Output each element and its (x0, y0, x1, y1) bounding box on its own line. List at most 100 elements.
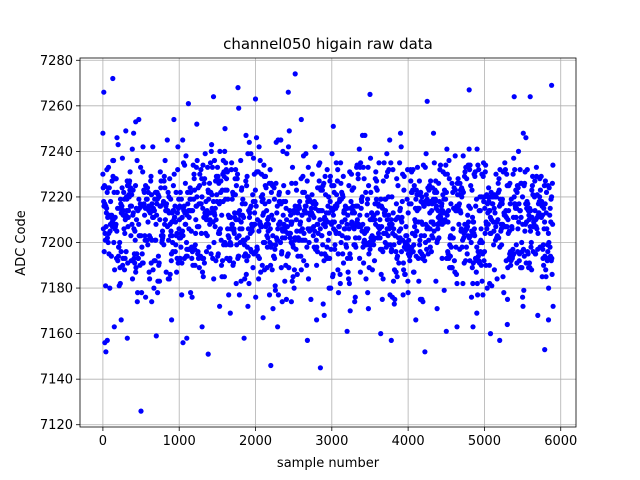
data-point (154, 212, 160, 218)
data-point (452, 187, 458, 193)
data-point (379, 296, 385, 302)
data-point (200, 162, 206, 168)
data-point (303, 151, 309, 157)
data-point (520, 303, 526, 309)
data-point (108, 198, 114, 205)
data-point (414, 228, 420, 234)
data-point (532, 178, 538, 184)
data-point (475, 292, 481, 298)
data-point (177, 255, 183, 261)
data-point (550, 221, 556, 227)
data-point (363, 276, 369, 282)
data-point (521, 287, 527, 293)
data-point (394, 253, 401, 259)
data-point (416, 178, 422, 184)
data-point (313, 201, 319, 207)
data-point (189, 255, 195, 261)
data-point (404, 196, 410, 202)
data-point (344, 221, 350, 227)
data-point (481, 258, 487, 264)
data-point (112, 214, 118, 220)
data-point (317, 160, 323, 166)
data-point (125, 214, 131, 220)
data-point (446, 176, 452, 182)
data-point (188, 290, 194, 296)
data-point (478, 262, 484, 268)
data-point (339, 233, 345, 239)
data-point (329, 151, 335, 157)
data-point (132, 183, 139, 189)
data-point (234, 176, 240, 182)
data-point (219, 258, 226, 264)
data-point (236, 105, 242, 111)
data-point (546, 285, 552, 291)
data-point (400, 260, 406, 266)
data-point (113, 176, 119, 182)
data-point (514, 189, 520, 195)
data-point (260, 196, 266, 202)
data-point (309, 192, 315, 198)
data-point (238, 219, 244, 225)
data-point (413, 187, 419, 193)
data-point (419, 296, 425, 302)
data-point (158, 185, 164, 191)
data-point (212, 205, 218, 211)
data-point (428, 249, 434, 255)
data-point (249, 228, 255, 234)
data-point (380, 249, 386, 255)
data-point (172, 249, 178, 255)
data-point (337, 271, 343, 277)
data-point (547, 212, 553, 218)
data-point (114, 228, 120, 234)
data-point (519, 194, 526, 200)
data-point (268, 362, 274, 369)
data-point (243, 178, 249, 184)
data-point (182, 162, 188, 168)
data-point (413, 196, 419, 202)
data-point (108, 253, 114, 259)
data-point (134, 299, 140, 305)
data-point (150, 144, 156, 150)
data-point (386, 167, 392, 173)
data-point (434, 306, 440, 312)
data-point (495, 217, 501, 223)
data-point (272, 283, 278, 289)
data-point (450, 235, 456, 241)
data-point (143, 294, 149, 300)
data-point (122, 255, 128, 261)
data-point (335, 290, 342, 296)
data-point (512, 167, 518, 173)
data-point (228, 242, 234, 248)
data-point (408, 201, 414, 207)
data-point (398, 226, 404, 232)
data-point (295, 210, 301, 216)
data-point (511, 194, 517, 200)
data-point (504, 321, 510, 328)
data-point (330, 271, 336, 277)
data-point (527, 94, 533, 100)
data-point (222, 148, 228, 154)
data-point (148, 173, 154, 179)
data-point (229, 196, 235, 202)
data-point (242, 201, 248, 207)
data-point (508, 262, 514, 268)
data-point (312, 144, 318, 150)
data-point (104, 235, 110, 241)
data-point (426, 237, 432, 243)
data-point (205, 351, 211, 357)
data-point (365, 306, 371, 312)
y-tick-label: 7180 (40, 282, 73, 297)
data-point (501, 290, 507, 296)
data-point (472, 233, 478, 239)
data-point (298, 116, 304, 123)
data-point (444, 212, 450, 218)
data-point (334, 192, 340, 198)
data-point (395, 183, 401, 189)
data-point (123, 249, 129, 255)
data-point (515, 185, 521, 191)
data-point (290, 274, 296, 280)
data-point (293, 246, 299, 252)
data-point (267, 226, 273, 232)
data-point (365, 164, 371, 170)
data-point (451, 258, 457, 264)
